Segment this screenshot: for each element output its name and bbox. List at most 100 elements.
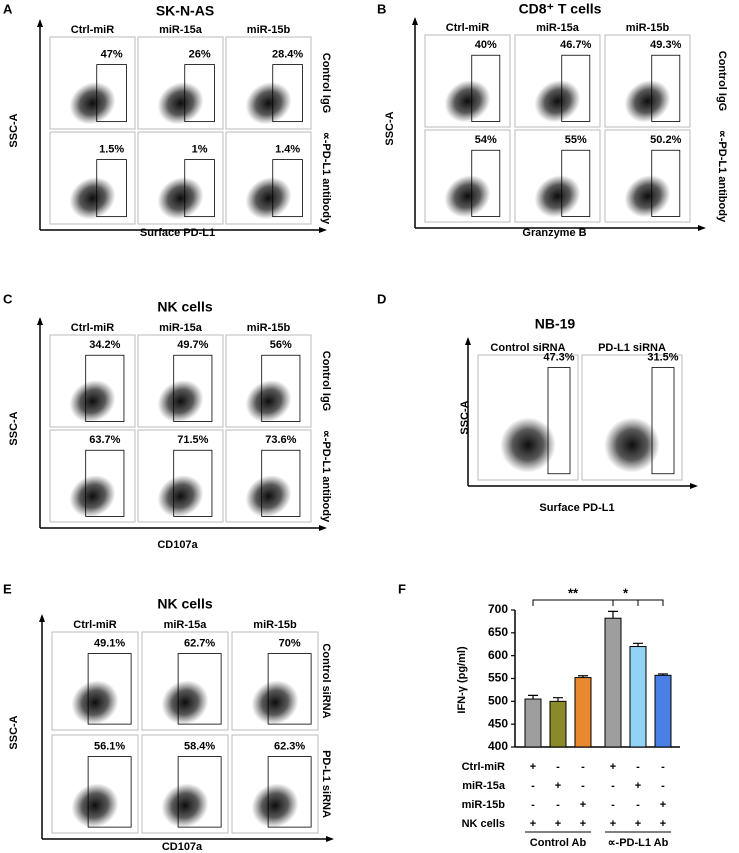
gate bbox=[272, 159, 303, 218]
cell-cloud bbox=[444, 175, 491, 218]
arrow-head bbox=[319, 525, 327, 531]
plot-frame bbox=[51, 631, 139, 731]
gate bbox=[651, 54, 681, 122]
row-label: ∝-PD-L1 antibody bbox=[320, 430, 332, 523]
plot-frame bbox=[49, 131, 136, 225]
group-label: Control Ab bbox=[530, 837, 587, 849]
column-header: miR-15b bbox=[247, 24, 291, 36]
plot-frame bbox=[225, 334, 312, 428]
y-tick-label: 400 bbox=[488, 739, 508, 753]
bar bbox=[549, 700, 567, 748]
y-tick-label: 600 bbox=[488, 648, 508, 662]
cell-cloud bbox=[245, 475, 292, 518]
error-bar bbox=[608, 610, 618, 619]
gate-percentage: 71.5% bbox=[177, 434, 208, 446]
gate bbox=[561, 54, 591, 122]
column-header: miR-15a bbox=[159, 24, 203, 36]
condition-sign: + bbox=[530, 761, 536, 773]
gate-percentage: 70% bbox=[279, 637, 301, 649]
condition-sign: + bbox=[635, 818, 641, 830]
cell-cloud bbox=[251, 680, 299, 725]
gate-percentage: 1.5% bbox=[99, 144, 124, 156]
gate bbox=[184, 159, 215, 218]
y-axis-label: SSC-A bbox=[459, 400, 471, 434]
column-header: PD-L1 siRNA bbox=[598, 342, 666, 354]
gate bbox=[272, 64, 303, 123]
gate-percentage: 54% bbox=[475, 134, 497, 146]
significance-bracket bbox=[532, 599, 614, 606]
y-tick-label: 700 bbox=[488, 602, 508, 616]
y-tick-label: 650 bbox=[488, 625, 508, 639]
plot-frame bbox=[137, 36, 224, 130]
gate bbox=[547, 367, 571, 475]
y-axis-label: SSC-A bbox=[8, 715, 20, 749]
condition-sign: + bbox=[635, 780, 641, 792]
column-header: miR-15b bbox=[247, 322, 291, 334]
gate bbox=[261, 354, 301, 422]
arrow-head bbox=[690, 483, 698, 489]
panel-letter: E bbox=[3, 581, 12, 596]
cell-cloud bbox=[69, 380, 116, 423]
gate-percentage: 55% bbox=[565, 134, 587, 146]
panel-letter: A bbox=[3, 1, 13, 16]
column-header: miR-15b bbox=[626, 22, 670, 34]
gate bbox=[87, 756, 132, 828]
bar bbox=[654, 674, 672, 748]
gate bbox=[651, 367, 675, 475]
condition-sign: + bbox=[555, 818, 561, 830]
gate-percentage: 47.3% bbox=[543, 351, 574, 363]
column-header: miR-15a bbox=[536, 22, 580, 34]
gate bbox=[177, 653, 222, 725]
cell-cloud bbox=[69, 82, 116, 125]
gate bbox=[471, 149, 501, 217]
y-tick-label: 450 bbox=[488, 716, 508, 730]
condition-sign: - bbox=[611, 799, 615, 811]
error-bar bbox=[633, 642, 643, 647]
cell-cloud bbox=[161, 680, 209, 725]
plot-frame bbox=[604, 34, 691, 128]
cell-cloud bbox=[251, 783, 299, 828]
cell-cloud bbox=[500, 417, 556, 473]
panel-letter: D bbox=[377, 291, 386, 306]
gate bbox=[85, 449, 125, 517]
condition-name: Ctrl-miR bbox=[462, 761, 505, 773]
gate bbox=[85, 354, 125, 422]
gate-percentage: 40% bbox=[475, 39, 497, 51]
gate-percentage: 49.7% bbox=[177, 339, 208, 351]
gate-percentage: 1.4% bbox=[275, 144, 300, 156]
column-header: miR-15b bbox=[253, 619, 297, 631]
condition-sign: - bbox=[581, 761, 585, 773]
plot-frame bbox=[141, 631, 229, 731]
plot-frame bbox=[231, 631, 319, 731]
row-label: Control IgG bbox=[716, 51, 728, 112]
gate-percentage: 46.7% bbox=[560, 39, 591, 51]
gate-percentage: 56% bbox=[270, 339, 292, 351]
gate bbox=[96, 159, 127, 218]
bar bbox=[629, 646, 647, 748]
group-label: ∝-PD-L1 Ab bbox=[608, 837, 669, 849]
gate-percentage: 50.2% bbox=[650, 134, 681, 146]
error-bar bbox=[578, 675, 588, 678]
y-tick-label: 500 bbox=[488, 694, 508, 708]
condition-sign: + bbox=[555, 780, 561, 792]
row-label: Control IgG bbox=[320, 351, 332, 412]
plot-frame bbox=[49, 429, 136, 523]
arrow-head bbox=[412, 17, 418, 25]
row-label: Control siRNA bbox=[320, 643, 332, 718]
y-axis-label: SSC-A bbox=[384, 111, 396, 145]
condition-sign: - bbox=[531, 780, 535, 792]
plot-frame bbox=[137, 334, 224, 428]
condition-name: NK cells bbox=[462, 818, 505, 830]
error-bar bbox=[553, 697, 563, 702]
condition-sign: + bbox=[580, 818, 586, 830]
plot-frame bbox=[231, 734, 319, 834]
y-axis-label: IFN-γ (pg/ml) bbox=[456, 646, 468, 714]
cell-cloud bbox=[161, 783, 209, 828]
row-label: PD-L1 siRNA bbox=[320, 750, 332, 818]
cell-cloud bbox=[604, 417, 660, 473]
arrow-head bbox=[698, 225, 706, 231]
cell-cloud bbox=[157, 82, 204, 125]
x-axis-label: Surface PD-L1 bbox=[140, 227, 215, 239]
x-axis-label: CD107a bbox=[157, 539, 198, 551]
